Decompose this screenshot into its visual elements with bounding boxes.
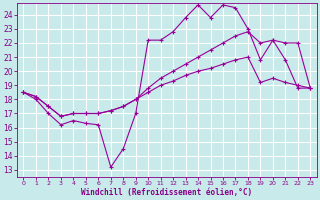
X-axis label: Windchill (Refroidissement éolien,°C): Windchill (Refroidissement éolien,°C) xyxy=(81,188,252,197)
